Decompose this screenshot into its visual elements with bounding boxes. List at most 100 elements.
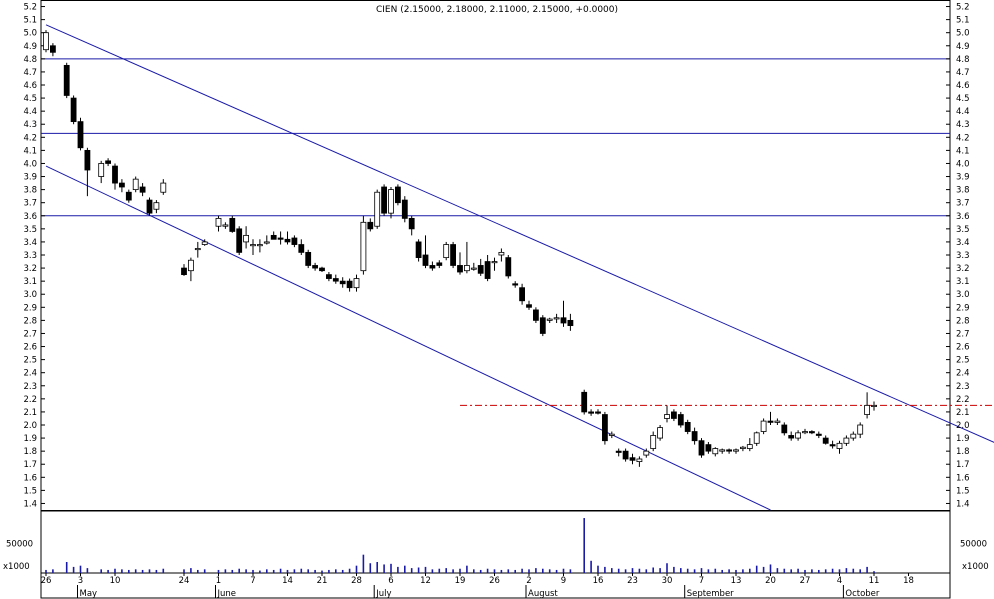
candle-body — [443, 244, 450, 259]
candle-body — [194, 248, 201, 251]
date-tick-label: 24 — [179, 576, 190, 586]
candle-body — [132, 178, 139, 191]
candle-body — [98, 163, 105, 177]
price-tick-label: 3.3 — [23, 251, 37, 261]
candle-body — [484, 261, 491, 279]
candle-body — [705, 444, 712, 452]
price-tick-label: 3.2 — [956, 264, 970, 274]
price-tick-label: 5.1 — [956, 16, 970, 26]
date-tick-label: 7 — [250, 576, 255, 586]
candle-body — [270, 234, 277, 240]
date-tick-label: 2 — [526, 576, 531, 586]
candle-body — [457, 265, 463, 273]
volume-bars — [45, 518, 875, 573]
price-tick-label: 4.5 — [23, 94, 37, 104]
candle-body — [112, 165, 118, 184]
volume-unit-label: x1000 — [962, 562, 989, 572]
date-tick-label: 20 — [765, 576, 776, 586]
candle-body — [760, 420, 767, 432]
candle-body — [871, 404, 877, 407]
price-tick-label: 4.3 — [23, 120, 37, 130]
date-tick-label: 4 — [837, 576, 842, 586]
price-tick-label: 3.0 — [23, 290, 37, 300]
price-tick-label: 2.7 — [956, 329, 970, 339]
price-tick-label: 4.4 — [23, 107, 37, 117]
date-tick-label: 7 — [699, 576, 704, 586]
month-label: May — [80, 589, 98, 599]
candle-body — [615, 450, 622, 453]
candle-body — [277, 237, 284, 240]
candle-body — [629, 457, 636, 461]
date-tick-label: 28 — [351, 576, 362, 586]
candle-body — [643, 450, 650, 456]
price-tick-label: 1.5 — [956, 486, 970, 496]
candle-body — [740, 446, 746, 449]
candle-body — [526, 304, 532, 308]
candle-body — [325, 274, 332, 279]
candle-body — [795, 432, 801, 439]
candle-body — [84, 149, 91, 171]
price-tick-label: 2.9 — [956, 303, 970, 313]
price-tick-label: 4.9 — [956, 42, 970, 52]
price-tick-label: 4.4 — [956, 107, 970, 117]
reference-lines — [41, 24, 994, 511]
candle-body — [346, 280, 353, 289]
date-tick-label: 10 — [110, 576, 121, 586]
candle-body — [636, 458, 643, 463]
candle-body — [719, 449, 726, 452]
candle-body — [602, 414, 608, 442]
price-tick-label: 4.7 — [956, 68, 970, 78]
candle-body — [401, 199, 408, 219]
candle-body — [746, 444, 753, 449]
channel-upper-line — [45, 24, 994, 443]
candle-body — [815, 433, 822, 436]
candle-body — [256, 244, 263, 247]
price-tick-label: 4.8 — [23, 55, 37, 65]
candle-body — [608, 433, 615, 436]
price-tick-label: 3.4 — [956, 238, 970, 248]
price-tick-label: 5.2 — [956, 3, 970, 13]
candle-body — [43, 32, 49, 51]
price-tick-label: 3.6 — [956, 212, 970, 222]
candle-body — [553, 317, 560, 320]
price-tick-label: 4.9 — [23, 42, 37, 52]
candle-body — [263, 241, 270, 244]
candle-body — [491, 261, 498, 264]
volume-unit-label: x1000 — [3, 562, 30, 572]
candle-body — [374, 191, 381, 227]
candle-body — [422, 254, 429, 266]
candle-body — [284, 238, 291, 243]
date-tick-label: 21 — [317, 576, 328, 586]
candle-body — [77, 121, 84, 149]
candle-body — [650, 435, 657, 449]
price-tick-label: 5.2 — [23, 3, 37, 13]
price-tick-label: 1.6 — [956, 473, 970, 483]
candle-body — [505, 257, 512, 277]
price-tick-label: 2.1 — [23, 408, 37, 418]
price-tick-label: 3.9 — [956, 173, 970, 183]
candles — [43, 30, 877, 467]
candle-body — [581, 391, 588, 413]
price-tick-label: 3.5 — [23, 225, 37, 235]
price-tick-label: 4.0 — [23, 159, 37, 169]
price-tick-label: 4.6 — [956, 81, 970, 91]
candle-body — [519, 287, 525, 302]
candle-body — [753, 432, 760, 444]
candle-body — [153, 202, 160, 210]
chart-title: CIEN (2.15000, 2.18000, 2.11000, 2.15000… — [376, 5, 618, 15]
candle-body — [243, 234, 250, 243]
candle-body — [215, 217, 222, 227]
candle-body — [229, 217, 236, 232]
date-tick-label: 30 — [662, 576, 673, 586]
price-tick-label: 3.3 — [956, 251, 970, 261]
candle-body — [843, 437, 850, 444]
candle-body — [539, 317, 546, 334]
candle-body — [394, 186, 401, 204]
price-tick-label: 5.1 — [23, 16, 37, 26]
candle-body — [250, 244, 256, 247]
price-tick-label: 1.4 — [956, 499, 970, 509]
date-tick-label: 26 — [489, 576, 500, 586]
candle-body — [567, 319, 574, 327]
candle-body — [788, 435, 795, 439]
